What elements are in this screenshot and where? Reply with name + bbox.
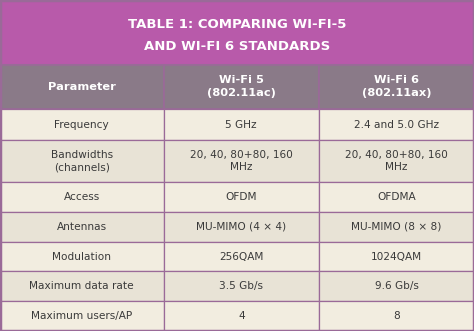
Bar bbox=[0, 0, 474, 65]
Bar bbox=[0, 65, 164, 109]
Bar bbox=[164, 182, 319, 212]
Bar bbox=[319, 65, 474, 109]
Text: 8: 8 bbox=[393, 311, 400, 321]
Text: 20, 40, 80+80, 160
MHz: 20, 40, 80+80, 160 MHz bbox=[345, 150, 448, 172]
Bar bbox=[319, 109, 474, 140]
Bar bbox=[0, 212, 164, 242]
Text: 2.4 and 5.0 GHz: 2.4 and 5.0 GHz bbox=[354, 119, 439, 130]
Bar bbox=[319, 271, 474, 301]
Text: Antennas: Antennas bbox=[57, 222, 107, 232]
Text: 20, 40, 80+80, 160
MHz: 20, 40, 80+80, 160 MHz bbox=[190, 150, 293, 172]
Bar bbox=[0, 242, 164, 271]
Text: Maximum users/AP: Maximum users/AP bbox=[31, 311, 132, 321]
Text: 1024QAM: 1024QAM bbox=[371, 252, 422, 261]
Text: Wi-Fi 6
(802.11ax): Wi-Fi 6 (802.11ax) bbox=[362, 75, 431, 98]
Text: Frequency: Frequency bbox=[55, 119, 109, 130]
Text: TABLE 1: COMPARING WI-FI-5: TABLE 1: COMPARING WI-FI-5 bbox=[128, 18, 346, 31]
Bar bbox=[0, 182, 164, 212]
Text: 9.6 Gb/s: 9.6 Gb/s bbox=[374, 281, 419, 291]
Text: Maximum data rate: Maximum data rate bbox=[29, 281, 134, 291]
Text: OFDM: OFDM bbox=[226, 192, 257, 202]
Bar bbox=[164, 65, 319, 109]
Text: MU-MIMO (8 × 8): MU-MIMO (8 × 8) bbox=[351, 222, 442, 232]
Bar bbox=[319, 301, 474, 331]
Bar bbox=[319, 182, 474, 212]
Text: Wi-Fi 5
(802.11ac): Wi-Fi 5 (802.11ac) bbox=[207, 75, 276, 98]
Text: Modulation: Modulation bbox=[52, 252, 111, 261]
Bar bbox=[0, 271, 164, 301]
Text: Bandwidths
(channels): Bandwidths (channels) bbox=[51, 150, 113, 172]
Bar bbox=[319, 212, 474, 242]
Text: Access: Access bbox=[64, 192, 100, 202]
Text: MU-MIMO (4 × 4): MU-MIMO (4 × 4) bbox=[196, 222, 286, 232]
Text: 4: 4 bbox=[238, 311, 245, 321]
Bar bbox=[0, 140, 164, 182]
Text: 3.5 Gb/s: 3.5 Gb/s bbox=[219, 281, 263, 291]
Bar bbox=[0, 301, 164, 331]
Bar bbox=[164, 242, 319, 271]
Bar bbox=[319, 242, 474, 271]
Text: AND WI-FI 6 STANDARDS: AND WI-FI 6 STANDARDS bbox=[144, 40, 330, 53]
Text: OFDMA: OFDMA bbox=[377, 192, 416, 202]
Bar bbox=[164, 271, 319, 301]
Bar bbox=[319, 140, 474, 182]
Bar bbox=[164, 140, 319, 182]
Text: 256QAM: 256QAM bbox=[219, 252, 264, 261]
Bar bbox=[164, 109, 319, 140]
Bar bbox=[0, 109, 164, 140]
Bar bbox=[164, 301, 319, 331]
Text: 5 GHz: 5 GHz bbox=[226, 119, 257, 130]
Bar bbox=[164, 212, 319, 242]
Text: Parameter: Parameter bbox=[48, 82, 116, 92]
